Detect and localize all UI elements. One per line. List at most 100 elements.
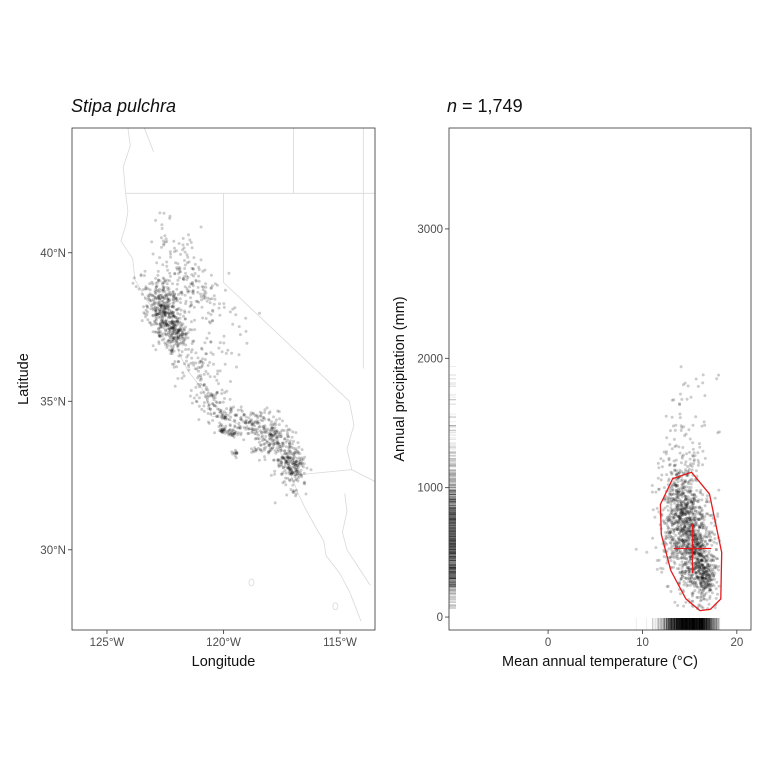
climate-point xyxy=(665,518,669,522)
occurrence-point xyxy=(169,311,173,315)
occurrence-point xyxy=(297,461,301,465)
occurrence-point xyxy=(191,280,195,284)
occurrence-point xyxy=(286,431,289,435)
occurrence-point xyxy=(269,432,273,436)
occurrence-point xyxy=(197,268,201,272)
occurrence-point xyxy=(295,469,299,473)
occurrence-point xyxy=(223,415,227,419)
occurrence-point xyxy=(213,297,217,301)
climate-point xyxy=(659,478,663,482)
climate-point xyxy=(699,533,703,537)
occurrence-point xyxy=(166,344,169,347)
occurrence-point xyxy=(175,328,179,332)
occurrence-point xyxy=(177,354,181,358)
occurrence-point xyxy=(190,246,194,250)
occurrence-point xyxy=(144,287,147,291)
occurrence-point xyxy=(192,256,196,260)
occurrence-point xyxy=(155,313,159,316)
map-border-line xyxy=(291,469,375,482)
climate-point xyxy=(687,529,690,533)
climate-point xyxy=(688,518,692,522)
climate-point xyxy=(679,526,683,530)
occurrence-point xyxy=(184,325,188,329)
climate-point xyxy=(683,498,687,502)
occurrence-point xyxy=(148,320,151,324)
occurrence-point xyxy=(161,320,165,324)
occurrence-point xyxy=(218,410,222,414)
occurrence-point xyxy=(228,423,232,427)
occurrence-point xyxy=(168,335,172,339)
occurrence-point xyxy=(169,352,173,356)
occurrence-point xyxy=(172,365,176,369)
climate-point xyxy=(676,490,680,494)
occurrence-point xyxy=(288,457,292,461)
occurrence-point xyxy=(218,302,221,306)
occurrence-point xyxy=(292,489,296,493)
occurrence-point xyxy=(195,300,199,303)
occurrence-point xyxy=(274,423,278,427)
occurrence-point xyxy=(143,312,147,316)
occurrence-point xyxy=(153,301,157,305)
occurrence-point xyxy=(189,300,193,304)
occurrence-point xyxy=(254,432,258,436)
occurrence-point xyxy=(166,297,170,301)
occurrence-point xyxy=(284,445,288,449)
occurrence-point xyxy=(263,455,266,459)
climate-point xyxy=(684,511,688,515)
climate-point xyxy=(675,514,679,518)
climate-point xyxy=(634,547,638,551)
occurrence-point xyxy=(173,250,176,254)
climate-point xyxy=(669,515,673,519)
occurrence-point xyxy=(182,328,186,332)
occurrence-point xyxy=(160,332,164,336)
occurrence-point xyxy=(263,442,267,446)
occurrence-point xyxy=(178,316,182,320)
occurrence-point xyxy=(151,306,155,310)
occurrence-point xyxy=(185,278,189,281)
occurrence-point xyxy=(227,432,231,435)
occurrence-point xyxy=(250,431,254,434)
occurrence-point xyxy=(235,451,239,455)
occurrence-point xyxy=(177,329,181,333)
occurrence-point xyxy=(160,303,164,307)
occurrence-point xyxy=(229,431,233,434)
occurrence-point xyxy=(199,225,203,229)
occurrence-point xyxy=(161,315,165,319)
climate-point xyxy=(692,512,696,516)
occurrence-point xyxy=(202,285,205,289)
occurrence-point xyxy=(284,459,288,463)
occurrence-point xyxy=(261,416,265,420)
occurrence-point xyxy=(266,450,270,454)
occurrence-point xyxy=(163,234,167,238)
occurrence-point xyxy=(186,261,189,265)
occurrence-point xyxy=(171,338,175,342)
occurrence-point xyxy=(202,404,206,408)
occurrence-point xyxy=(265,440,269,443)
precipitation-rug xyxy=(449,366,456,609)
occurrence-point xyxy=(250,418,254,422)
occurrence-point xyxy=(200,347,204,351)
occurrence-point xyxy=(210,297,214,301)
occurrence-point xyxy=(218,341,222,345)
occurrence-point xyxy=(180,329,184,333)
occurrence-point xyxy=(190,342,194,345)
occurrence-point xyxy=(151,297,155,301)
climate-point xyxy=(691,507,695,511)
occurrence-point xyxy=(187,260,191,264)
climate-point xyxy=(671,519,675,523)
occurrence-point xyxy=(158,256,162,260)
occurrence-point xyxy=(173,272,177,276)
climate-point xyxy=(684,512,687,516)
occurrence-point xyxy=(171,312,175,316)
climate-point xyxy=(680,552,684,556)
occurrence-point xyxy=(296,450,300,454)
occurrence-point xyxy=(280,460,283,464)
occurrence-point xyxy=(148,292,152,296)
occurrence-point xyxy=(171,345,175,349)
climate-point xyxy=(691,505,695,509)
occurrence-point xyxy=(292,446,296,450)
occurrence-point xyxy=(190,303,193,307)
occurrence-point xyxy=(227,271,231,275)
occurrence-point xyxy=(276,458,280,462)
occurrence-point xyxy=(157,340,161,344)
